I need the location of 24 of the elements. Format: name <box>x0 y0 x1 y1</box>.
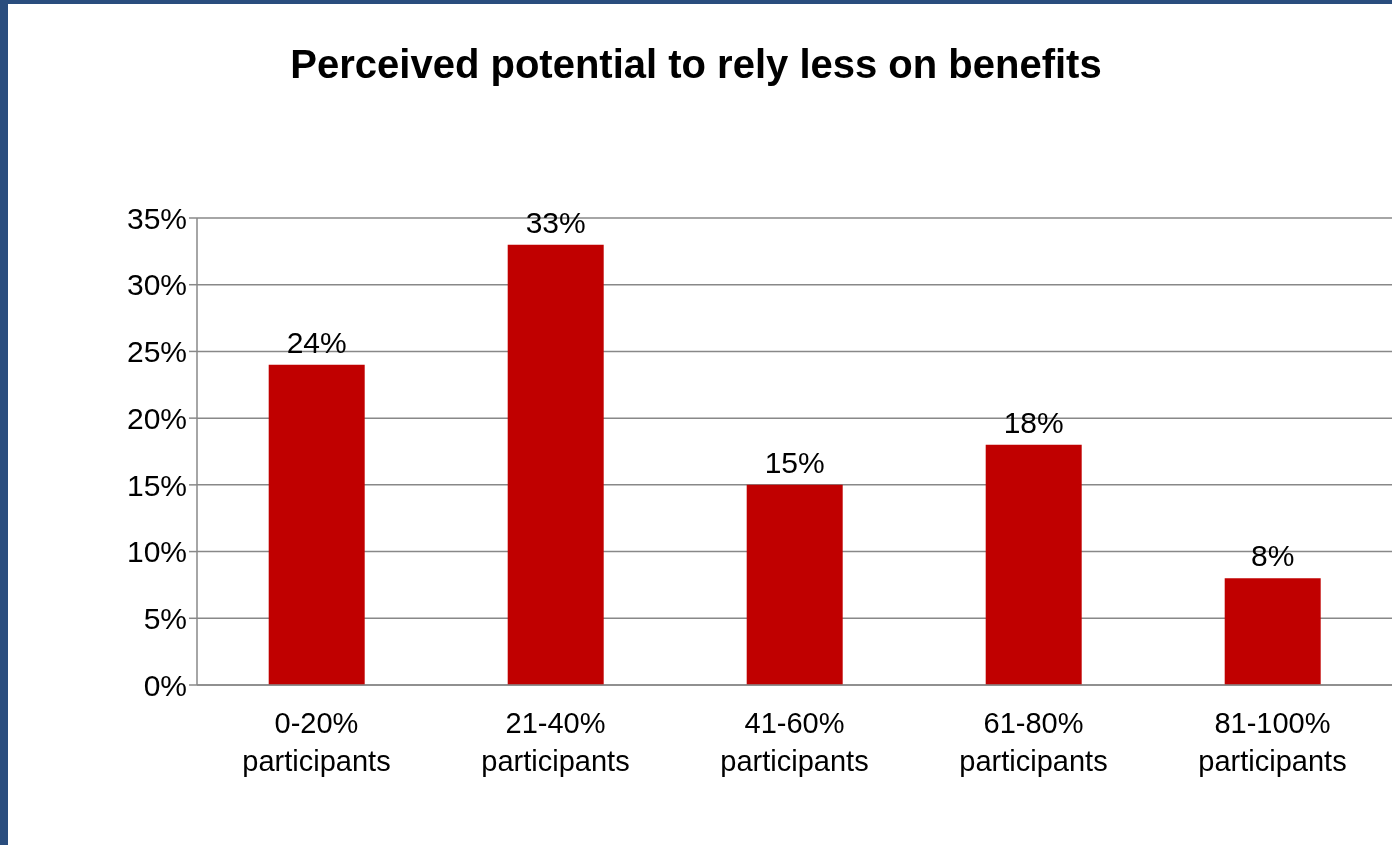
y-tick-label: 25% <box>126 335 187 369</box>
y-tick-label: 15% <box>126 468 187 502</box>
y-tick-label: 30% <box>126 268 187 302</box>
x-tick-label: 21-40% participants <box>481 707 630 777</box>
chart-title: Perceived potential to rely less on benefits <box>289 42 1103 87</box>
bar <box>985 444 1082 685</box>
x-tick-label: 81-100% participants <box>1198 707 1347 777</box>
bar <box>746 484 843 685</box>
data-label: 8% <box>1251 539 1295 573</box>
x-tick-label: 61-80% participants <box>959 707 1108 777</box>
y-tick-label: 20% <box>126 401 187 435</box>
data-label: 33% <box>525 205 586 239</box>
bar <box>1224 578 1321 685</box>
x-tick-label: 41-60% participants <box>720 707 869 777</box>
y-tick-label: 10% <box>126 535 187 569</box>
x-tick-label: 0-20% participants <box>242 707 391 777</box>
y-tick-label: 5% <box>143 601 187 635</box>
y-tick-label: 0% <box>143 668 187 702</box>
bar <box>507 244 604 685</box>
data-label: 24% <box>286 325 347 359</box>
bar <box>268 364 365 685</box>
data-label: 15% <box>764 445 825 479</box>
y-tick-label: 35% <box>126 201 187 235</box>
data-label: 18% <box>1003 405 1064 439</box>
